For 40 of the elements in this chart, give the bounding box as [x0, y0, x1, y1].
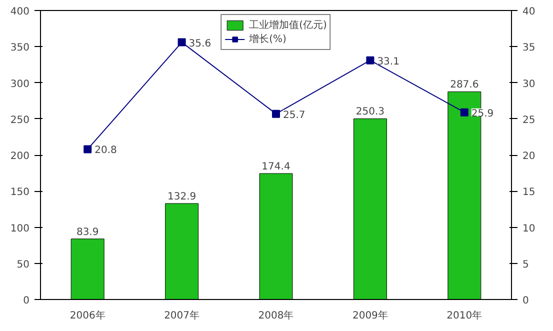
y-tick-label: 350 [10, 42, 30, 54]
y-tick-label: 100 [10, 223, 30, 234]
x-tick-label: 2007年 [164, 310, 200, 322]
y-tick-label: 250 [10, 114, 30, 126]
point [460, 108, 468, 116]
point [178, 38, 186, 46]
y2-tick-label: 20 [522, 151, 536, 162]
x-tick-label: 2009年 [352, 310, 388, 322]
legend-label: 增长(%) [249, 32, 286, 46]
y-tick-label: 300 [10, 78, 30, 90]
y-tick-label: 50 [16, 259, 30, 270]
data-label: 174.4 [262, 161, 290, 172]
data-label: 35.6 [188, 38, 212, 50]
data-label: 33.1 [377, 56, 400, 68]
point [366, 56, 374, 64]
y2-tick-label: 5 [522, 259, 529, 270]
y2-tick-label: 15 [522, 187, 536, 198]
y2-tick-label: 35 [522, 42, 536, 54]
x-tick-label: 2006年 [70, 310, 106, 322]
x-tick-label: 2010年 [446, 310, 482, 322]
data-label: 25.9 [471, 108, 494, 120]
y2-tick-label: 0 [522, 296, 529, 306]
data-label: 83.9 [76, 226, 99, 238]
y-tick-label: 0 [23, 296, 30, 306]
y2-tick-label: 30 [522, 78, 536, 90]
y-tick-label: 200 [10, 151, 30, 162]
data-label: 20.8 [94, 145, 117, 156]
data-label: 25.7 [283, 110, 306, 121]
data-label: 132.9 [167, 191, 196, 202]
y2-tick-label: 25 [522, 114, 536, 126]
point [272, 110, 280, 118]
legend-label: 工业增加值(亿元) [249, 18, 327, 32]
y-tick-label: 400 [10, 6, 30, 18]
y2-tick-label: 10 [522, 223, 536, 234]
data-label: 287.6 [450, 80, 479, 91]
y-tick-label: 150 [10, 187, 30, 198]
point [84, 145, 92, 154]
y2-tick-label: 40 [522, 6, 536, 18]
x-tick-label: 2008年 [258, 310, 294, 322]
data-label: 250.3 [356, 106, 385, 118]
